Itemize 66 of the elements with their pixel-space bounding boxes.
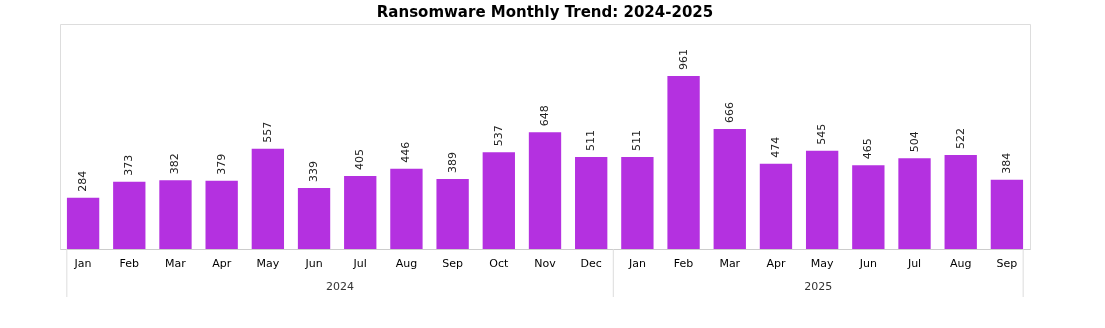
bar <box>667 75 700 249</box>
data-label: 961 <box>676 48 690 70</box>
bar <box>759 163 793 249</box>
x-tick-label: Jan <box>73 256 92 270</box>
bar <box>113 181 146 249</box>
x-tick-label: Oct <box>489 256 509 270</box>
x-tick-label: Nov <box>534 256 557 270</box>
data-label: 465 <box>861 138 875 160</box>
bar <box>805 150 839 249</box>
x-tick-label: May <box>810 256 834 270</box>
data-label: 504 <box>907 131 921 153</box>
x-tick-label: Apr <box>766 256 786 270</box>
x-tick-label: Sep <box>996 256 1018 270</box>
bar <box>990 179 1024 249</box>
data-label: 339 <box>307 160 321 182</box>
bar <box>297 187 331 249</box>
data-label: 537 <box>491 125 505 147</box>
data-label: 557 <box>260 121 274 143</box>
text: 2024 <box>326 280 355 293</box>
data-label: 382 <box>168 153 182 175</box>
x-tick-label: Jul <box>906 256 922 270</box>
data-label: 384 <box>999 152 1013 174</box>
x-tick-label: Feb <box>119 256 140 270</box>
bar <box>251 148 285 249</box>
chart-title: Ransomware Monthly Trend: 2024-2025 <box>376 3 714 21</box>
x-tick-label: Mar <box>165 256 187 270</box>
bar <box>621 156 654 249</box>
bar <box>852 165 885 249</box>
bar <box>575 156 608 249</box>
bar <box>528 132 562 249</box>
bar <box>898 158 931 249</box>
bar <box>390 168 423 249</box>
x-tick-label: Mar <box>719 256 741 270</box>
data-label: 545 <box>815 123 829 145</box>
bar <box>159 180 192 249</box>
data-label: 405 <box>353 149 367 171</box>
bar <box>944 154 977 249</box>
bar <box>344 176 377 249</box>
data-label: 474 <box>768 136 782 158</box>
bar <box>713 129 746 249</box>
text: 2025 <box>804 280 833 293</box>
data-label: 379 <box>214 153 228 175</box>
x-tick-label: Jun <box>304 256 323 270</box>
data-label: 522 <box>953 127 967 149</box>
x-tick-label: May <box>256 256 280 270</box>
x-tick-label: Feb <box>673 256 694 270</box>
x-tick-label: Jul <box>352 256 367 270</box>
x-tick-label: Aug <box>395 256 418 270</box>
bar <box>66 197 100 249</box>
x-tick-label: Jan <box>627 256 646 270</box>
data-label: 648 <box>538 105 551 127</box>
bar <box>205 180 238 249</box>
bar <box>482 152 515 249</box>
x-tick-label: Jun <box>858 256 877 270</box>
data-label: 666 <box>722 102 736 124</box>
data-label: 511 <box>630 129 644 151</box>
x-tick-label: Apr <box>212 256 232 270</box>
bar <box>436 178 469 249</box>
data-label: 511 <box>584 129 598 151</box>
x-tick-label: Dec <box>580 256 602 270</box>
x-tick-label: Sep <box>442 256 463 270</box>
data-label: 389 <box>445 151 459 173</box>
data-label: 373 <box>122 154 136 176</box>
data-label: 446 <box>399 141 413 163</box>
data-label: 284 <box>76 170 90 192</box>
x-tick-label: Aug <box>949 256 972 270</box>
